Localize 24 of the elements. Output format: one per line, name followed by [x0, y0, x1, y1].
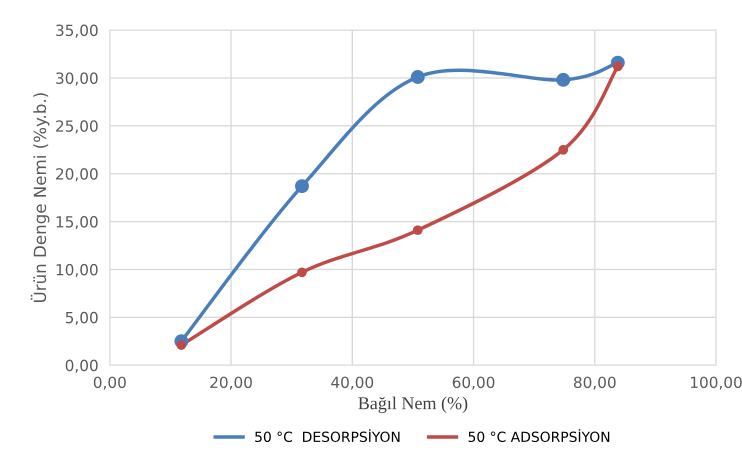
point [295, 179, 309, 194]
point [412, 225, 423, 236]
point [556, 72, 570, 87]
y-tick-label: 0,00 [66, 360, 98, 373]
x-tick-label: 60,00 [452, 376, 494, 390]
y-tick-label: 25,00 [56, 120, 98, 134]
point [410, 70, 425, 84]
x-tick-label: 100,00 [690, 376, 742, 390]
x-axis-title: Bağıl Nem (%) [358, 396, 468, 414]
point [297, 267, 307, 278]
y-tick-label: 20,00 [56, 168, 98, 182]
y-tick-label: 15,00 [56, 216, 98, 230]
x-tick-label: 0,00 [94, 376, 126, 390]
y-tick-label: 30,00 [56, 72, 98, 86]
point [558, 144, 568, 155]
legend-label: 50 °C ADSORPSİYON [468, 429, 610, 442]
legend-label: 50 °C DESORPSİYON [255, 429, 400, 442]
y-tick-label: 10,00 [56, 264, 98, 278]
y-tick-label: 5,00 [66, 312, 98, 325]
x-tick-label: 40,00 [331, 376, 374, 390]
y-axis-title: Ürün Denge Nemi (%y.b.) [30, 93, 50, 302]
x-tick-label: 20,00 [210, 376, 252, 390]
x-tick-label: 80,00 [574, 376, 616, 390]
y-tick-label: 35,00 [56, 24, 98, 38]
